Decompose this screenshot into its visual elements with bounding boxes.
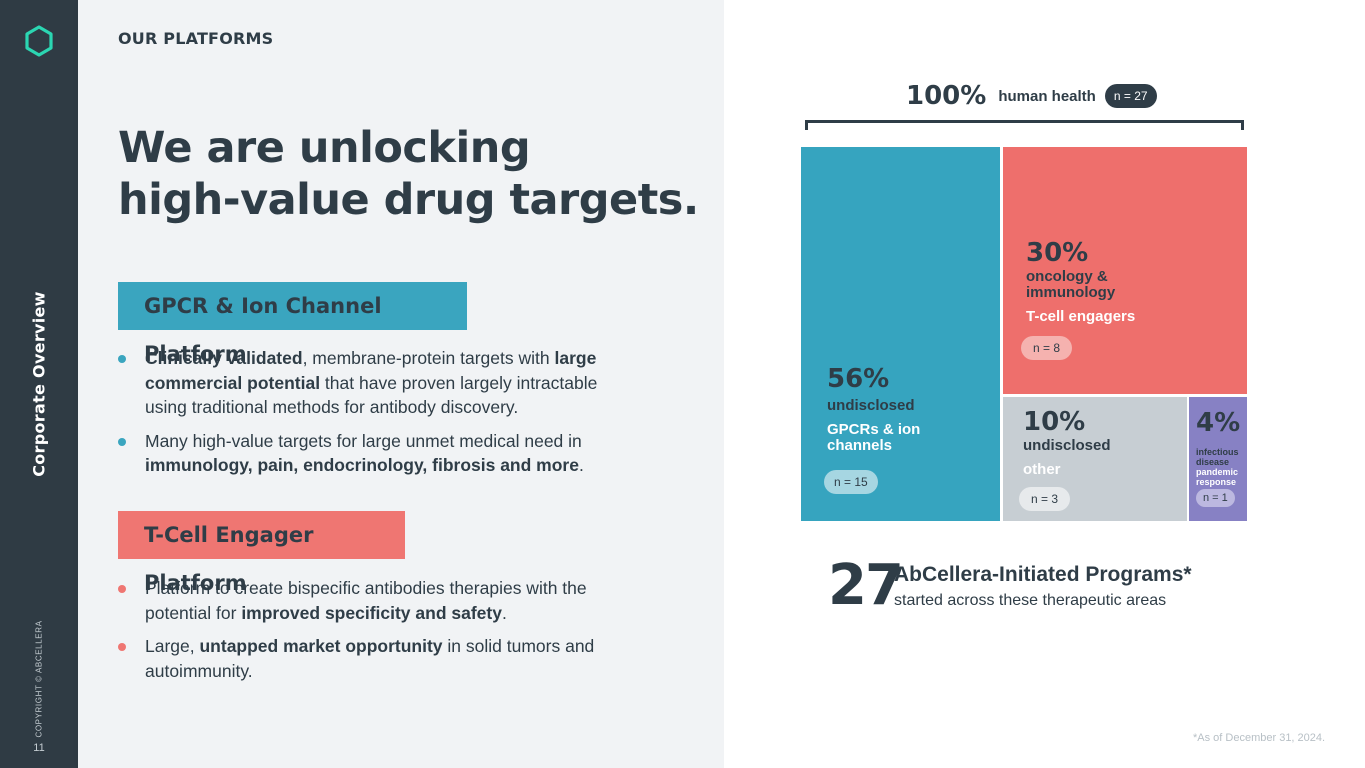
tile-percent: 10%: [1023, 407, 1086, 437]
gpcr-bullet-list: Clinically validated, membrane-protein t…: [118, 346, 638, 487]
total-label: human health: [998, 87, 1096, 105]
bullet-item: Many high-value targets for large unmet …: [118, 429, 638, 478]
bullet-text: Platform to create bispecific antibodies…: [145, 578, 587, 623]
tcell-platform-heading: T-Cell Engager Platform: [118, 511, 405, 595]
tile-subtitle: pandemic response: [1196, 467, 1239, 487]
tile-count-badge: n = 8: [1021, 336, 1073, 360]
tile-percent: 30%: [1026, 238, 1089, 268]
tile-name: oncology & immunology: [1026, 268, 1116, 301]
programs-title: AbCellera-Initiated Programs*: [894, 563, 1192, 586]
bullet-dot-icon: [118, 355, 126, 363]
bullet-text: Many high-value targets for large unmet …: [145, 430, 582, 451]
bullet-text: .: [501, 602, 507, 623]
tile-count-badge: n = 1: [1196, 489, 1235, 507]
bullet-item: Clinically validated, membrane-protein t…: [118, 346, 638, 420]
sidebar-title: Corporate Overview: [29, 291, 49, 477]
bullet-text: in solid tumors and autoimmunity.: [145, 636, 595, 681]
tile-name: infectious disease: [1196, 447, 1239, 467]
page-title-line-2: high-value drug targets.: [118, 175, 699, 225]
bullet-item: Platform to create bispecific antibodies…: [118, 576, 638, 625]
left-content-panel: [78, 0, 724, 768]
tile-name: undisclosed: [827, 397, 915, 414]
bullet-text: , membrane-protein targets with: [302, 348, 555, 368]
treemap-tile-other: 10% undisclosed other n = 3: [1003, 397, 1187, 521]
programs-count: 27: [828, 553, 904, 618]
copyright-text: COPYRIGHT © ABCELLERA: [34, 620, 44, 738]
treemap-tile-gpcr: 56% undisclosed GPCRs & ion channels n =…: [801, 147, 1000, 521]
bullet-emphasis: improved specificity and safety: [241, 602, 502, 623]
page-title: We are unlocking high-value drug targets…: [118, 122, 699, 226]
gpcr-platform-heading: GPCR & Ion Channel Platform: [118, 282, 467, 366]
tile-count-badge: n = 15: [824, 470, 878, 494]
section-label: OUR PLATFORMS: [118, 29, 274, 48]
tile-subtitle: other: [1023, 461, 1061, 478]
page-title-line-1: We are unlocking: [118, 123, 531, 173]
total-percent: 100%: [906, 81, 987, 111]
treemap-total-header: 100% human health n = 27: [906, 78, 1157, 114]
bullet-dot-icon: [118, 643, 126, 651]
treemap-tile-oncology: 30% oncology & immunology T-cell engager…: [1003, 147, 1247, 394]
tile-percent: 4%: [1196, 408, 1241, 438]
tile-subtitle: T-cell engagers: [1026, 308, 1136, 325]
tcell-bullet-list: Platform to create bispecific antibodies…: [118, 576, 638, 692]
hexagon-logo-icon: [25, 25, 53, 57]
total-count-badge: n = 27: [1104, 84, 1157, 108]
bullet-emphasis: large commercial potential: [145, 348, 597, 393]
footnote: *As of December 31, 2024.: [1193, 732, 1326, 744]
total-bracket: [805, 120, 1244, 130]
bullet-item: Large, untapped market opportunity in so…: [118, 634, 638, 683]
tile-subtitle: GPCRs & ion channels: [827, 421, 921, 454]
bullet-text: .: [578, 455, 584, 475]
bullet-emphasis: untapped market opportunity: [199, 636, 443, 656]
bullet-text: Large,: [145, 636, 200, 656]
tile-percent: 56%: [827, 364, 890, 394]
sidebar: Corporate Overview COPYRIGHT © ABCELLERA…: [0, 0, 78, 768]
tile-name: undisclosed: [1023, 437, 1111, 454]
tile-count-badge: n = 3: [1019, 487, 1071, 511]
programs-subtitle: started across these therapeutic areas: [894, 592, 1167, 609]
bullet-emphasis: immunology, pain, endocrinology, fibrosi…: [145, 455, 579, 475]
page-number: 11: [33, 742, 45, 754]
bullet-dot-icon: [118, 585, 126, 593]
bullet-dot-icon: [118, 437, 126, 446]
bullet-text: that have proven largely intractable usi…: [145, 372, 598, 418]
treemap-tile-infectious: 4% infectious disease pandemic response …: [1189, 397, 1247, 521]
bullet-emphasis: Clinically validated: [145, 348, 303, 368]
